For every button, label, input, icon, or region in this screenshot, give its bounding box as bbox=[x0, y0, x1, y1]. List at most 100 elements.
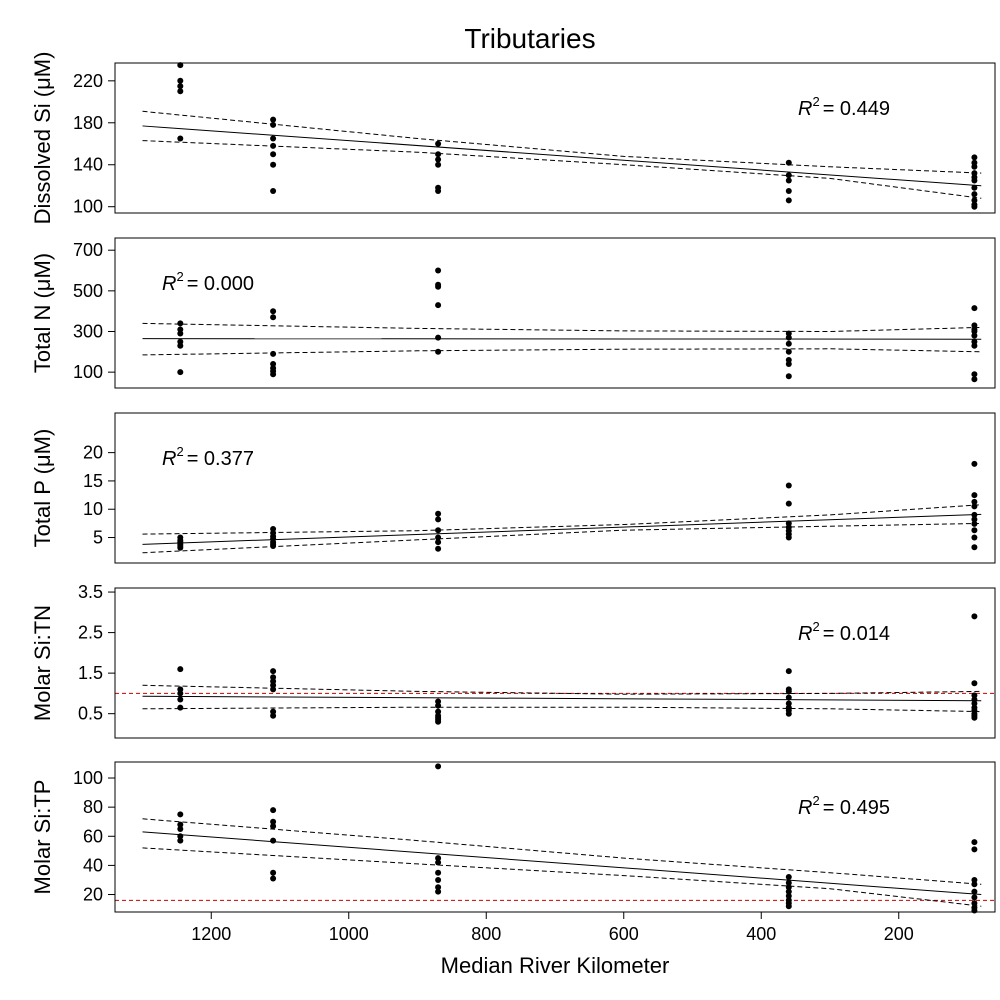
fit-line bbox=[142, 831, 982, 896]
data-point bbox=[971, 342, 978, 349]
data-point bbox=[971, 203, 978, 210]
ci-lower-line bbox=[142, 706, 982, 713]
data-point bbox=[785, 874, 792, 880]
data-point bbox=[435, 527, 442, 534]
data-point bbox=[785, 668, 792, 675]
data-point bbox=[270, 135, 277, 142]
data-point bbox=[971, 881, 978, 888]
panel-tp: 5 10 15 20 Total P (μM) R2 = 0.377 bbox=[30, 412, 996, 564]
data-point bbox=[785, 884, 792, 891]
data-point bbox=[971, 534, 978, 541]
data-point bbox=[270, 142, 277, 149]
y-axis-title: Total N (μM) bbox=[30, 253, 55, 373]
data-point bbox=[270, 869, 277, 876]
ci-lower-line bbox=[142, 348, 982, 356]
data-point bbox=[971, 305, 978, 312]
data-point bbox=[177, 821, 184, 828]
ci-upper-line bbox=[142, 110, 982, 174]
ci-upper-line bbox=[142, 322, 982, 333]
y-tick-label: 1.5 bbox=[78, 663, 103, 683]
data-point bbox=[785, 159, 792, 166]
y-tick-label: 100 bbox=[73, 197, 103, 217]
x-tick-label: 200 bbox=[884, 924, 914, 944]
y-tick-label: 80 bbox=[83, 797, 103, 817]
data-point bbox=[971, 527, 978, 534]
data-point bbox=[971, 322, 978, 329]
data-point bbox=[435, 539, 442, 546]
y-tick-label: 3.5 bbox=[78, 582, 103, 602]
data-point bbox=[270, 361, 277, 367]
y-tick-label: 300 bbox=[73, 321, 103, 341]
data-point bbox=[435, 302, 442, 309]
y-tick-label: 20 bbox=[83, 885, 103, 905]
panel-frame bbox=[114, 412, 996, 564]
data-point bbox=[177, 666, 184, 673]
data-point bbox=[435, 702, 442, 709]
data-point bbox=[971, 511, 978, 518]
data-point bbox=[435, 510, 442, 517]
data-point bbox=[177, 544, 184, 551]
data-point bbox=[270, 151, 277, 158]
data-point bbox=[270, 818, 277, 825]
data-point bbox=[177, 330, 184, 337]
data-point bbox=[270, 308, 277, 315]
data-point bbox=[270, 823, 277, 830]
data-point bbox=[435, 534, 442, 541]
panel-sitp: 20 40 60 80 100 Molar Si:TP R2 = 0.495 bbox=[30, 761, 996, 914]
x-tick-label: 600 bbox=[609, 924, 639, 944]
data-point bbox=[270, 837, 277, 844]
data-point bbox=[270, 161, 277, 168]
r-squared-label: R2 = 0.377 bbox=[162, 444, 254, 470]
data-point bbox=[435, 283, 442, 290]
y-tick-label: 140 bbox=[73, 155, 103, 175]
data-point bbox=[435, 151, 442, 158]
y-tick-label: 40 bbox=[83, 855, 103, 875]
y-tick-label: 0.5 bbox=[78, 704, 103, 724]
data-point bbox=[270, 116, 277, 123]
data-point bbox=[435, 516, 442, 523]
data-point bbox=[785, 710, 792, 717]
data-point bbox=[971, 154, 978, 161]
data-point bbox=[971, 846, 978, 853]
data-point bbox=[971, 170, 978, 177]
data-point bbox=[270, 350, 277, 357]
data-point bbox=[971, 197, 978, 204]
data-point bbox=[435, 708, 442, 715]
data-point bbox=[971, 328, 978, 335]
data-point bbox=[971, 371, 978, 378]
data-point bbox=[177, 320, 184, 327]
panel-si: 100 140 180 220 Dissolved Si (μM) R2 = 0.449 bbox=[30, 52, 996, 224]
data-point bbox=[971, 692, 978, 699]
data-point bbox=[177, 811, 184, 818]
panel-frame bbox=[114, 237, 996, 389]
data-point bbox=[785, 188, 792, 194]
data-point bbox=[270, 678, 277, 685]
y-tick-label: 180 bbox=[73, 113, 103, 133]
data-point bbox=[785, 888, 792, 895]
data-point bbox=[270, 121, 277, 128]
data-point bbox=[435, 718, 442, 725]
data-point bbox=[177, 690, 184, 697]
data-point bbox=[177, 696, 184, 703]
panel-tn: 100 300 500 700 Total N (μM) R2 = 0.000 bbox=[30, 237, 996, 389]
data-point bbox=[177, 88, 184, 95]
data-point bbox=[435, 698, 442, 705]
x-axis: 1200 1000 800 600 400 200 bbox=[191, 912, 914, 944]
data-point bbox=[971, 332, 978, 339]
data-point bbox=[435, 334, 442, 341]
data-point bbox=[435, 267, 442, 274]
data-point bbox=[971, 191, 978, 198]
ci-lower-line bbox=[142, 522, 982, 554]
data-point bbox=[435, 763, 442, 770]
panel-frame bbox=[114, 62, 996, 214]
y-tick-label: 700 bbox=[73, 240, 103, 260]
data-point bbox=[971, 839, 978, 846]
data-point bbox=[270, 875, 277, 882]
y-axis-title: Molar Si:TP bbox=[30, 780, 55, 895]
fit-line bbox=[142, 125, 982, 187]
y-tick-label: 100 bbox=[73, 768, 103, 788]
data-point bbox=[177, 62, 184, 69]
data-point bbox=[971, 700, 978, 707]
panel-frame bbox=[114, 587, 996, 739]
